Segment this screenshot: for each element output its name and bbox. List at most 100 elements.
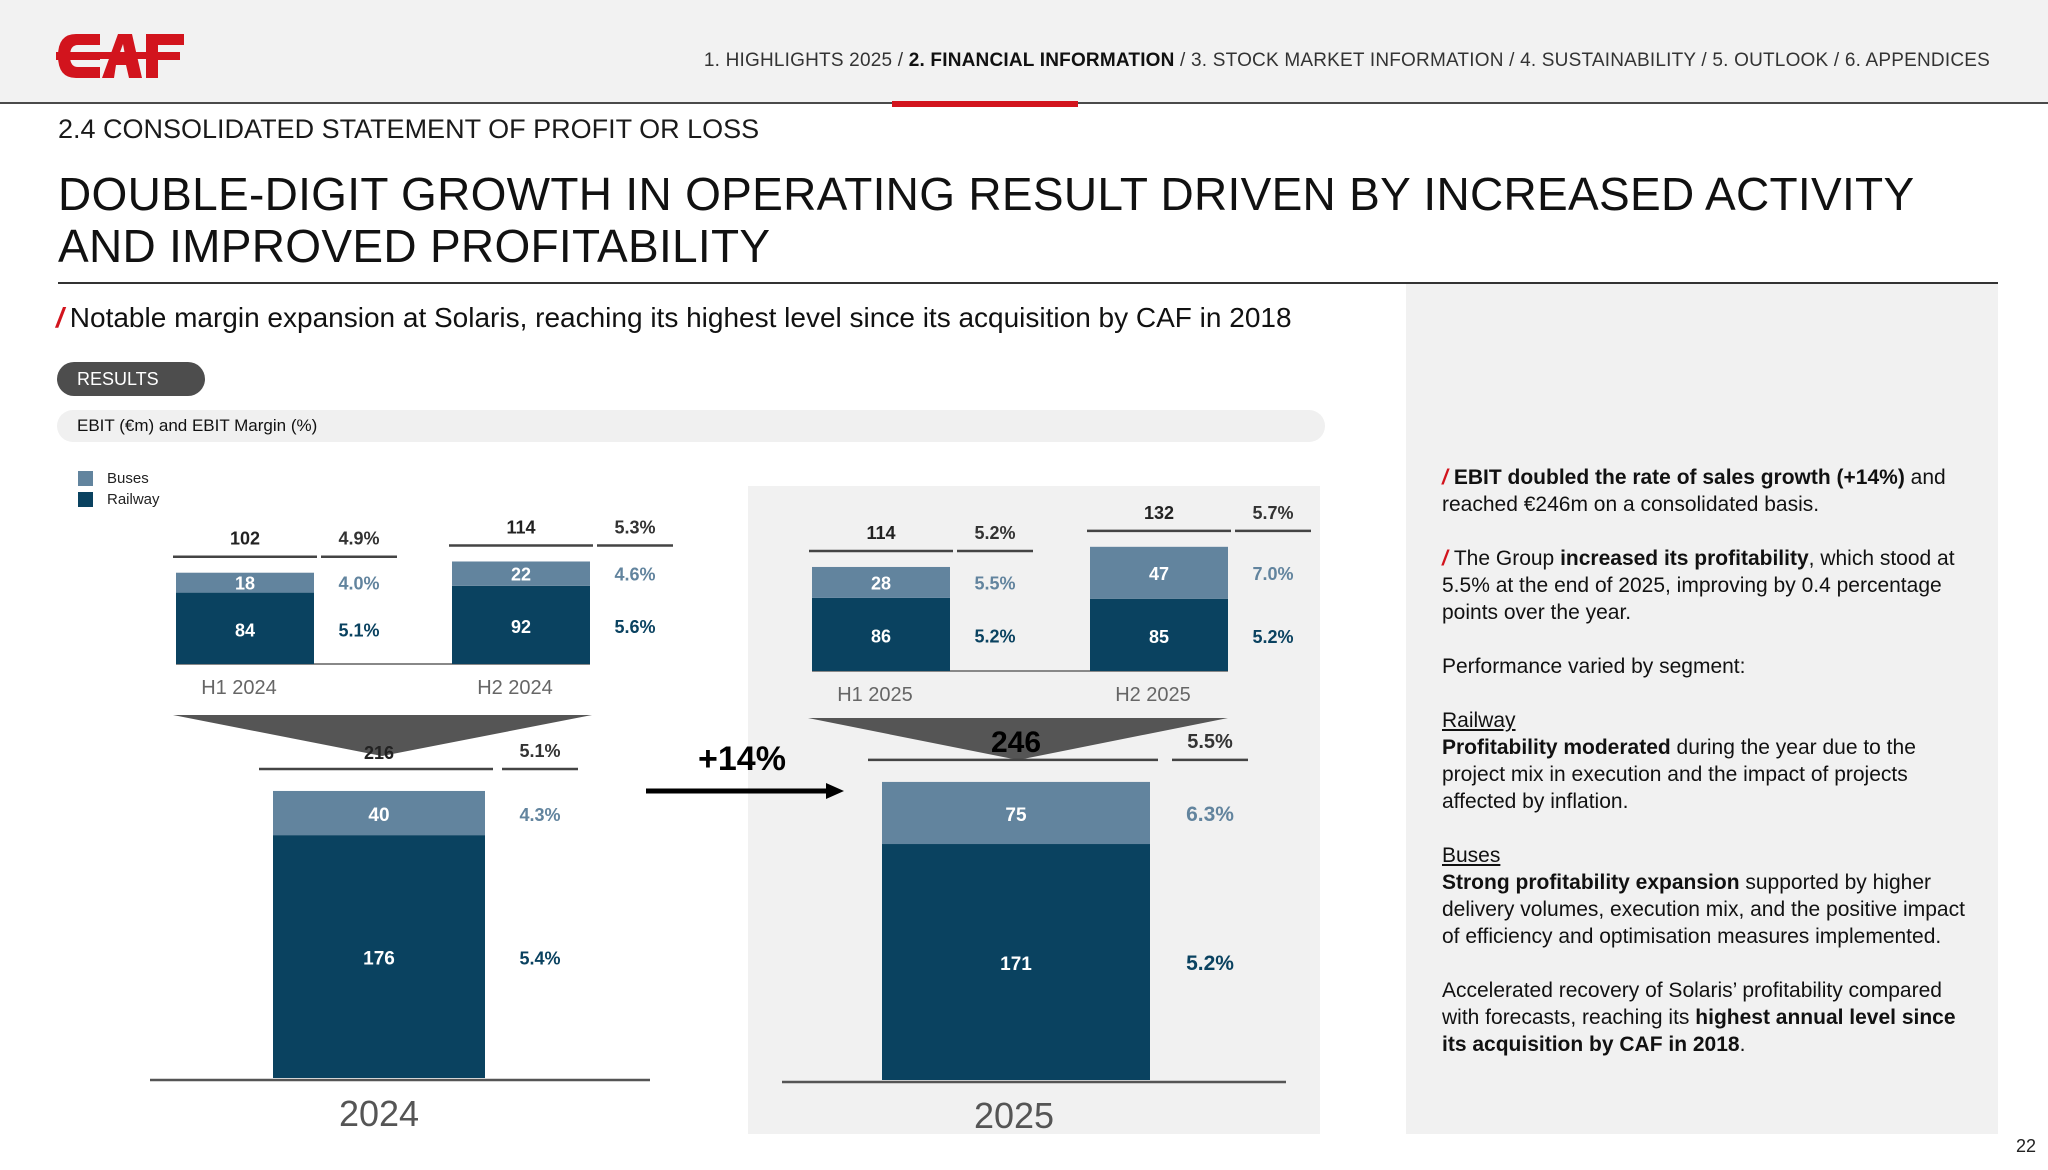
annual-bar-buses <box>273 790 485 836</box>
nav-item-outlook[interactable]: 5. OUTLOOK <box>1712 50 1829 71</box>
nav-item-stock-market[interactable]: 3. STOCK MARKET INFORMATION <box>1191 50 1504 71</box>
funnel-arrow-2024 <box>173 715 592 756</box>
category-label: H1 2024 <box>201 677 277 699</box>
growth-arrow-head-icon <box>826 783 844 799</box>
margin-label-railway: 5.2% <box>1252 627 1293 647</box>
data-label-buses: 47 <box>1149 564 1169 584</box>
title-divider <box>58 282 1998 284</box>
annual-label-railway: 171 <box>1000 954 1032 975</box>
nav-separator: / <box>1503 50 1521 71</box>
subtitle-text: Notable margin expansion at Solaris, rea… <box>69 302 1292 333</box>
nav-separator: / <box>1828 50 1845 71</box>
slash-icon: / <box>1442 547 1448 570</box>
header-bar: 1. HIGHLIGHTS 2025 / 2. FINANCIAL INFORM… <box>0 0 2048 104</box>
commentary-segment-intro: Performance varied by segment: <box>1442 655 1746 678</box>
bar-buses <box>1090 546 1228 599</box>
nav-item-sustainability[interactable]: 4. SUSTAINABILITY <box>1520 50 1696 71</box>
solaris-pre: Accelerated recovery of Solaris’ profita… <box>1442 979 1942 1029</box>
margin-label-railway: 5.2% <box>974 626 1015 646</box>
data-label-total: 114 <box>866 523 895 543</box>
nav-separator: / <box>1174 50 1192 71</box>
section-label: 2.4 CONSOLIDATED STATEMENT OF PROFIT OR … <box>58 114 760 144</box>
data-label-buses: 22 <box>511 565 531 585</box>
margin-label-railway: 5.1% <box>338 620 379 640</box>
category-label: H1 2025 <box>837 684 913 706</box>
annual-label-total: 246 <box>991 726 1041 759</box>
annual-bar-buses <box>882 781 1150 845</box>
category-label: H2 2025 <box>1115 684 1191 706</box>
margin-label-total: 4.9% <box>338 529 379 549</box>
nav-separator: / <box>892 50 909 71</box>
annual-label-buses: 40 <box>368 805 389 826</box>
funnel-arrow-2025 <box>808 718 1228 760</box>
commentary-profitability-rest: , which stood at 5.5% at the end of 2025… <box>1442 547 1955 624</box>
legend-item-buses: Buses <box>78 468 160 489</box>
margin-label-railway: 5.6% <box>614 617 655 637</box>
annual-category-label: 2024 <box>339 1093 419 1134</box>
bar-buses <box>176 572 314 593</box>
margin-label-total: 5.2% <box>974 523 1015 543</box>
commentary-text: / EBIT doubled the rate of sales growth (… <box>1442 464 1982 1085</box>
annual-margin-buses: 4.3% <box>519 805 560 825</box>
bar-railway <box>452 585 590 664</box>
commentary-ebit-growth: / EBIT doubled the rate of sales growth (… <box>1442 464 1982 518</box>
legend-item-railway: Railway <box>78 489 160 510</box>
annual-margin-railway: 5.4% <box>519 949 560 969</box>
annual-bar-railway <box>273 835 485 1078</box>
nav-item-financial-information[interactable]: 2. FINANCIAL INFORMATION <box>908 50 1175 71</box>
annual-margin-buses: 6.3% <box>1186 803 1234 826</box>
data-label-total: 114 <box>506 517 535 537</box>
data-label-buses: 18 <box>235 574 255 594</box>
slash-icon: / <box>56 302 64 333</box>
nav-item-appendices[interactable]: 6. APPENDICES <box>1844 50 1990 71</box>
railway-bold: Profitability moderated <box>1442 736 1671 759</box>
active-nav-indicator <box>892 101 1078 107</box>
slash-icon: / <box>1442 466 1448 489</box>
margin-label-buses: 7.0% <box>1252 564 1293 584</box>
data-label-total: 102 <box>230 529 260 549</box>
commentary-ebit-rest: and reached €246m on a consolidated basi… <box>1442 466 1946 516</box>
commentary-buses: Buses Strong profitability expansion supp… <box>1442 842 1982 950</box>
commentary-panel <box>1406 284 1998 1134</box>
annual-margin-railway: 5.2% <box>1186 952 1234 975</box>
data-label-total: 132 <box>1144 503 1174 523</box>
subtitle: / Notable margin expansion at Solaris, re… <box>56 302 1292 334</box>
legend-label-railway: Railway <box>107 491 160 508</box>
data-label-railway: 84 <box>235 620 255 640</box>
page-number: 22 <box>2015 1136 2036 1156</box>
margin-label-buses: 4.0% <box>338 574 379 594</box>
caf-logo[interactable] <box>56 32 186 80</box>
commentary-solaris: Accelerated recovery of Solaris’ profita… <box>1442 977 1982 1058</box>
bar-railway <box>812 597 950 671</box>
margin-label-total: 5.7% <box>1252 503 1293 523</box>
nav-separator: / <box>1695 50 1713 71</box>
solaris-end: . <box>1739 1033 1746 1056</box>
margin-label-buses: 5.5% <box>974 573 1015 593</box>
annual-bar-railway <box>882 844 1150 1080</box>
commentary-railway: Railway Profitability moderated during th… <box>1442 707 1982 815</box>
legend-swatch-buses <box>78 471 93 486</box>
commentary-profitability-pre: The Group <box>1453 547 1561 570</box>
margin-label-total: 5.3% <box>614 517 655 537</box>
buses-bold: Strong profitability expansion <box>1442 871 1740 894</box>
bar-buses <box>812 566 950 598</box>
data-label-railway: 92 <box>511 617 531 637</box>
page-title: DOUBLE-DIGIT GROWTH IN OPERATING RESULT … <box>58 168 1914 272</box>
annual-label-railway: 176 <box>363 949 395 970</box>
railway-rest: during the year due to the project mix i… <box>1442 736 1916 813</box>
legend-swatch-railway <box>78 492 93 507</box>
legend-label-buses: Buses <box>107 470 149 487</box>
category-label: H2 2024 <box>477 677 553 699</box>
solaris-bold: highest annual level since its acquisiti… <box>1442 1006 1956 1056</box>
nav-item-highlights[interactable]: 1. HIGHLIGHTS 2025 <box>703 50 893 71</box>
buses-rest: supported by higher delivery volumes, ex… <box>1442 871 1965 948</box>
commentary-ebit-bold: EBIT doubled the rate of sales growth (+… <box>1453 466 1905 489</box>
bar-railway <box>176 592 314 664</box>
chart-caption: EBIT (€m) and EBIT Margin (%) <box>57 410 1325 442</box>
data-label-buses: 28 <box>871 573 891 593</box>
section-navigation: 1. HIGHLIGHTS 2025 / 2. FINANCIAL INFORM… <box>704 50 1990 72</box>
annual-margin-total: 5.5% <box>1187 731 1233 753</box>
buses-heading: Buses <box>1442 844 1501 867</box>
annual-category-label: 2025 <box>974 1095 1054 1136</box>
